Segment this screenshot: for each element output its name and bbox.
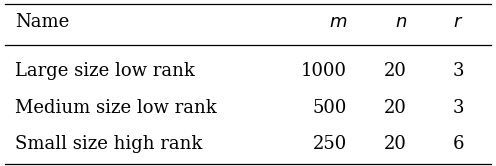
Text: $r$: $r$: [453, 13, 464, 31]
Text: $m$: $m$: [329, 13, 347, 31]
Text: 3: 3: [452, 99, 464, 117]
Text: 20: 20: [384, 62, 407, 80]
Text: Name: Name: [15, 13, 69, 31]
Text: 6: 6: [452, 135, 464, 153]
Text: 1000: 1000: [301, 62, 347, 80]
Text: 20: 20: [384, 99, 407, 117]
Text: Small size high rank: Small size high rank: [15, 135, 202, 153]
Text: Large size low rank: Large size low rank: [15, 62, 195, 80]
Text: 3: 3: [452, 62, 464, 80]
Text: 250: 250: [313, 135, 347, 153]
Text: 500: 500: [313, 99, 347, 117]
Text: Medium size low rank: Medium size low rank: [15, 99, 217, 117]
Text: 20: 20: [384, 135, 407, 153]
Text: $n$: $n$: [394, 13, 407, 31]
